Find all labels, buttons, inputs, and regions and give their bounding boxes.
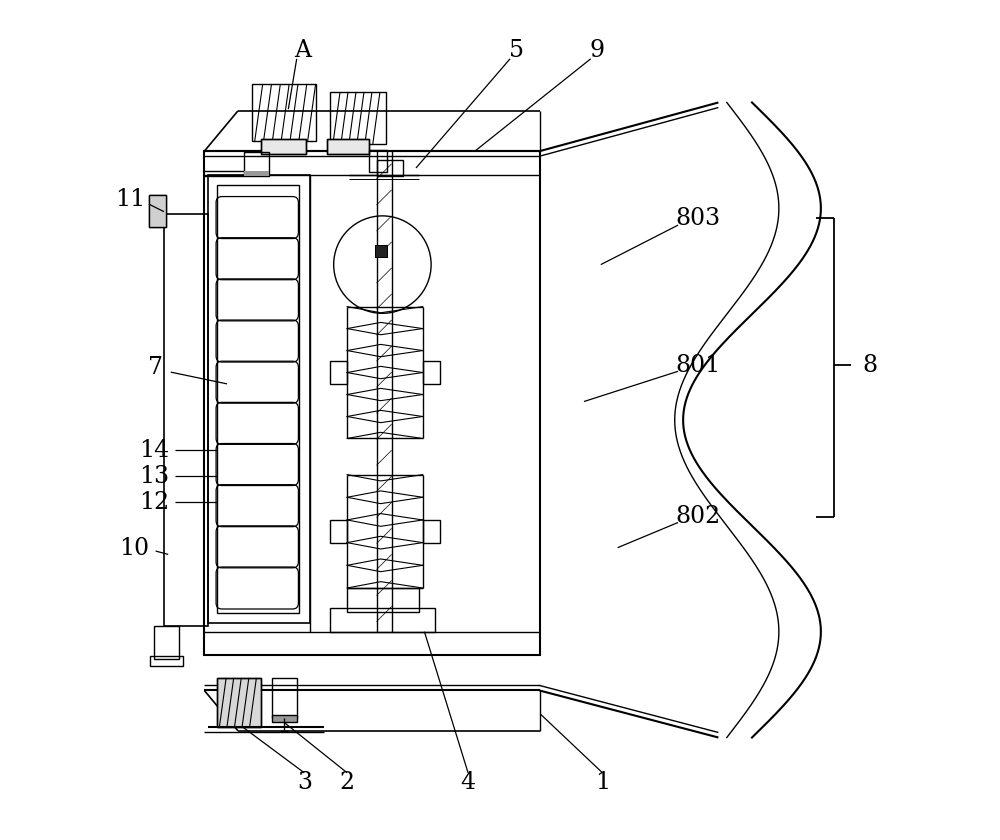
Bar: [204, 151, 540, 655]
Bar: [330, 92, 386, 144]
Bar: [369, 150, 387, 172]
Bar: [423, 361, 440, 385]
Bar: [244, 152, 269, 176]
Bar: [164, 214, 208, 626]
Bar: [330, 519, 347, 543]
Text: 4: 4: [461, 771, 476, 795]
Bar: [261, 139, 306, 154]
Text: 12: 12: [139, 491, 169, 514]
Text: 7: 7: [148, 356, 163, 380]
Bar: [261, 139, 306, 154]
Text: 10: 10: [120, 537, 150, 560]
Bar: [150, 656, 183, 666]
Bar: [252, 84, 316, 141]
Bar: [327, 139, 369, 154]
Bar: [375, 245, 387, 257]
Bar: [330, 361, 347, 385]
Bar: [272, 715, 297, 722]
Bar: [377, 160, 403, 176]
Bar: [347, 588, 419, 612]
Text: A: A: [294, 39, 311, 62]
Text: 803: 803: [676, 207, 721, 230]
Bar: [217, 678, 261, 727]
Text: 2: 2: [340, 771, 355, 795]
Text: 11: 11: [115, 188, 146, 212]
Bar: [208, 175, 310, 623]
Text: 801: 801: [676, 354, 721, 377]
Text: 1: 1: [595, 771, 610, 795]
Text: 9: 9: [589, 39, 604, 62]
Bar: [272, 678, 297, 718]
Bar: [327, 139, 369, 154]
Bar: [330, 608, 435, 632]
Text: 8: 8: [862, 354, 877, 377]
Bar: [217, 185, 299, 613]
Bar: [149, 195, 166, 227]
Bar: [149, 195, 166, 227]
Bar: [149, 195, 166, 227]
Bar: [244, 171, 269, 176]
Bar: [375, 245, 387, 257]
Bar: [272, 715, 297, 722]
Text: 14: 14: [139, 438, 169, 462]
Bar: [423, 519, 440, 543]
Text: 5: 5: [509, 39, 524, 62]
Text: 13: 13: [139, 465, 169, 488]
Bar: [217, 678, 261, 727]
Text: 3: 3: [297, 771, 312, 795]
Text: 802: 802: [676, 505, 721, 528]
Bar: [154, 626, 179, 659]
